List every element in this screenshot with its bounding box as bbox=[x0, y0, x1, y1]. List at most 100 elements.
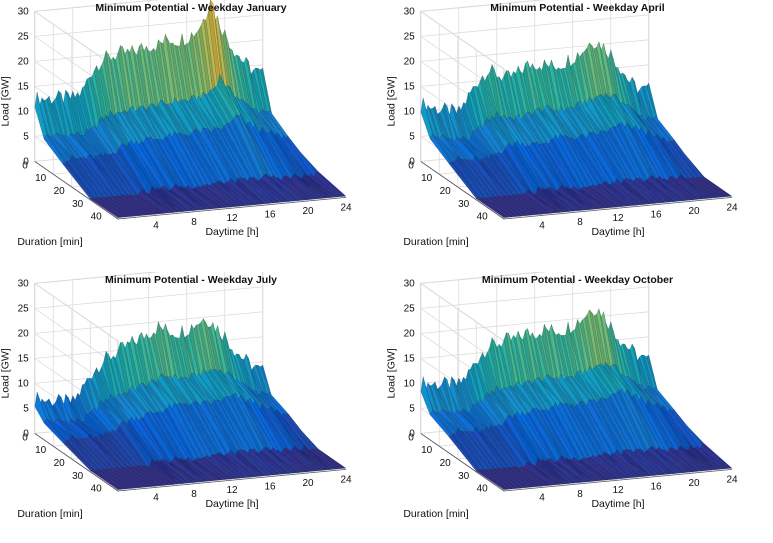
y-tick-label: 20 bbox=[440, 186, 452, 197]
x-tick-label: 12 bbox=[612, 485, 624, 496]
y-tick-label: 40 bbox=[477, 212, 489, 223]
surface-cell bbox=[139, 189, 171, 214]
surface-cell bbox=[118, 467, 150, 488]
surface-cell bbox=[668, 446, 700, 472]
z-tick-label: 20 bbox=[404, 328, 416, 339]
x-tick-label: 16 bbox=[650, 482, 662, 493]
y-tick-label: 30 bbox=[458, 471, 470, 482]
y-tick-label: 10 bbox=[421, 445, 433, 456]
axis-lines bbox=[420, 433, 733, 492]
surface-cell bbox=[504, 195, 536, 216]
z-tick-label: 10 bbox=[404, 106, 416, 117]
z-tick-label: 25 bbox=[18, 303, 30, 314]
surface-cell bbox=[308, 174, 340, 198]
z-tick-label: 25 bbox=[404, 303, 416, 314]
surface-cell bbox=[694, 177, 726, 198]
axis-lines bbox=[34, 433, 347, 492]
x-tick-label: 8 bbox=[191, 489, 197, 500]
axis-lines bbox=[420, 161, 733, 220]
surface-cell bbox=[485, 469, 517, 489]
surface-cell bbox=[632, 178, 664, 204]
surface-cell bbox=[604, 452, 636, 478]
z-tick-label: 0 bbox=[409, 156, 415, 167]
surface-mesh bbox=[420, 41, 733, 218]
z-tick-label: 0 bbox=[409, 428, 415, 439]
z-tick-label: 10 bbox=[404, 378, 416, 389]
y-tick-label: 0 bbox=[22, 432, 28, 443]
x-tick-label: 20 bbox=[688, 206, 700, 217]
surface-cell bbox=[487, 197, 519, 217]
chart-title: Minimum Potential - Weekday July bbox=[105, 274, 277, 286]
y-tick-label: 0 bbox=[22, 160, 28, 171]
surface-cell bbox=[196, 457, 228, 480]
z-axis-label: Load [GW] bbox=[0, 76, 12, 126]
surface-cell bbox=[666, 449, 697, 472]
surface-cell bbox=[185, 456, 216, 481]
x-tick-label: 12 bbox=[226, 213, 238, 224]
surface-cell bbox=[284, 175, 316, 200]
surface-group: 0 5 10 15 20 25 30 0 10 20 30 40 4 8 12 16 20 24 Load [GW]… bbox=[386, 0, 738, 248]
x-tick-label: 4 bbox=[153, 220, 159, 231]
surface-cell bbox=[291, 173, 323, 199]
y-tick-label: 10 bbox=[421, 173, 433, 184]
surface-cell bbox=[289, 176, 321, 199]
z-tick-label: 30 bbox=[404, 6, 416, 17]
surface-cell bbox=[227, 177, 259, 205]
surface-cell bbox=[571, 185, 602, 209]
surface-cell bbox=[694, 446, 726, 470]
surface-group: 0 5 10 15 20 25 30 0 10 20 30 40 4 8 12 16 20 24 Load [GW]… bbox=[0, 0, 352, 248]
x-axis-label: Daytime [h] bbox=[591, 498, 644, 510]
surface-cell bbox=[192, 187, 223, 209]
chart-panel-april: 0 5 10 15 20 25 30 0 10 20 30 40 4 8 12 16 20 24 Load [GW]… bbox=[386, 0, 773, 271]
surface-cell bbox=[494, 468, 526, 489]
surface-cell bbox=[613, 449, 645, 477]
surface-cell bbox=[89, 470, 121, 490]
surface-cell bbox=[485, 197, 517, 217]
surface-cell bbox=[89, 198, 121, 218]
surface-cell bbox=[101, 197, 133, 217]
surface-cell bbox=[611, 453, 643, 478]
surface-cell bbox=[508, 467, 541, 487]
surface-cell bbox=[568, 459, 600, 482]
chart-panel-january: 0 5 10 15 20 25 30 0 10 20 30 40 4 8 12 16 20 24 Load [GW]… bbox=[0, 0, 386, 271]
surface-cell bbox=[594, 184, 626, 207]
z-tick-label: 20 bbox=[18, 56, 30, 67]
z-axis-label: Load [GW] bbox=[386, 76, 398, 126]
surface-cell bbox=[475, 198, 507, 218]
surface-cell bbox=[118, 195, 150, 216]
surface-cell bbox=[122, 467, 155, 487]
y-tick-label: 10 bbox=[35, 173, 47, 184]
z-tick-label: 15 bbox=[18, 81, 30, 92]
surface-plot-january: 0 5 10 15 20 25 30 0 10 20 30 40 4 8 12 16 20 24 Load [GW]… bbox=[0, 0, 352, 248]
surface-cell bbox=[218, 451, 250, 478]
surface-group: 0 5 10 15 20 25 30 0 10 20 30 40 4 8 12 16 20 24 Load [GW]… bbox=[0, 272, 352, 520]
surface-cell bbox=[239, 177, 271, 204]
axis-lines bbox=[34, 161, 347, 220]
surface-cell bbox=[146, 466, 178, 485]
z-tick-label: 30 bbox=[18, 278, 30, 289]
y-tick-label: 40 bbox=[91, 212, 103, 223]
surface-cell bbox=[535, 457, 567, 485]
surface-cell bbox=[208, 455, 240, 479]
surface-cell bbox=[96, 197, 128, 218]
surface-cell bbox=[597, 183, 628, 207]
surface-cell bbox=[275, 177, 307, 201]
surface-cell bbox=[594, 455, 626, 479]
y-tick-label: 0 bbox=[408, 432, 414, 443]
z-tick-label: 10 bbox=[18, 106, 30, 117]
x-tick-label: 24 bbox=[726, 474, 738, 485]
surface-cell bbox=[173, 456, 204, 483]
z-tick-label: 5 bbox=[409, 131, 415, 142]
surface-cell bbox=[101, 469, 133, 489]
x-tick-label: 4 bbox=[539, 492, 545, 503]
x-tick-label: 8 bbox=[577, 217, 583, 228]
x-tick-label: 24 bbox=[726, 202, 738, 213]
chart-panel-july: 0 5 10 15 20 25 30 0 10 20 30 40 4 8 12 16 20 24 Load [GW]… bbox=[0, 272, 386, 543]
x-axis-label: Daytime [h] bbox=[205, 498, 258, 510]
z-tick-label: 30 bbox=[404, 278, 416, 289]
surface-cell bbox=[544, 187, 576, 212]
surface-cell bbox=[563, 457, 595, 482]
x-tick-label: 12 bbox=[226, 485, 238, 496]
surface-cell bbox=[308, 449, 340, 470]
x-tick-label: 12 bbox=[612, 213, 624, 224]
